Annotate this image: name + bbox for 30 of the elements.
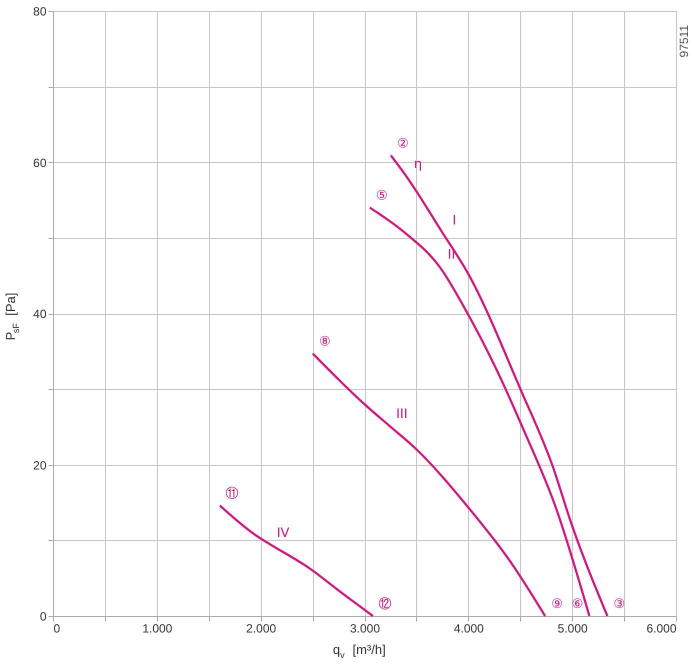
- annotation: ⑥: [572, 597, 584, 612]
- annotation: ⑫: [378, 597, 392, 612]
- annotation: IV: [276, 526, 290, 541]
- line-series: [390, 154, 608, 618]
- line-series: [312, 352, 546, 618]
- annotation: ⑨: [551, 597, 563, 612]
- annotation: ⑤: [376, 188, 388, 204]
- line-series: [218, 504, 374, 618]
- x-tick-label: 0: [54, 622, 60, 636]
- x-tick-label: 3.000: [350, 622, 380, 636]
- y-tick-label: 60: [33, 156, 47, 170]
- y-tick-label: 20: [33, 458, 47, 472]
- x-tick-label: 1.000: [142, 622, 173, 636]
- y-axis-title: PsF [Pa]: [3, 292, 21, 340]
- annotation: ⑧: [318, 334, 331, 350]
- y-tick-label: 0: [40, 610, 47, 624]
- x-tick-label: 6.000: [646, 622, 677, 636]
- annotation: ②: [397, 136, 409, 152]
- x-tick-label: 4.000: [454, 622, 484, 636]
- line-series: [368, 206, 591, 618]
- annotation: I: [452, 214, 456, 229]
- x-tick-label: 2.000: [246, 622, 277, 636]
- annotation: III: [396, 407, 408, 422]
- annotation: ③: [614, 597, 626, 612]
- annotation: η: [414, 156, 422, 172]
- annotation: ⑪: [225, 486, 238, 502]
- y-tick-label: 40: [33, 307, 47, 321]
- y-tick-label: 80: [33, 4, 47, 18]
- text: 97511: [677, 24, 691, 58]
- x-tick-label: 5.000: [558, 622, 588, 636]
